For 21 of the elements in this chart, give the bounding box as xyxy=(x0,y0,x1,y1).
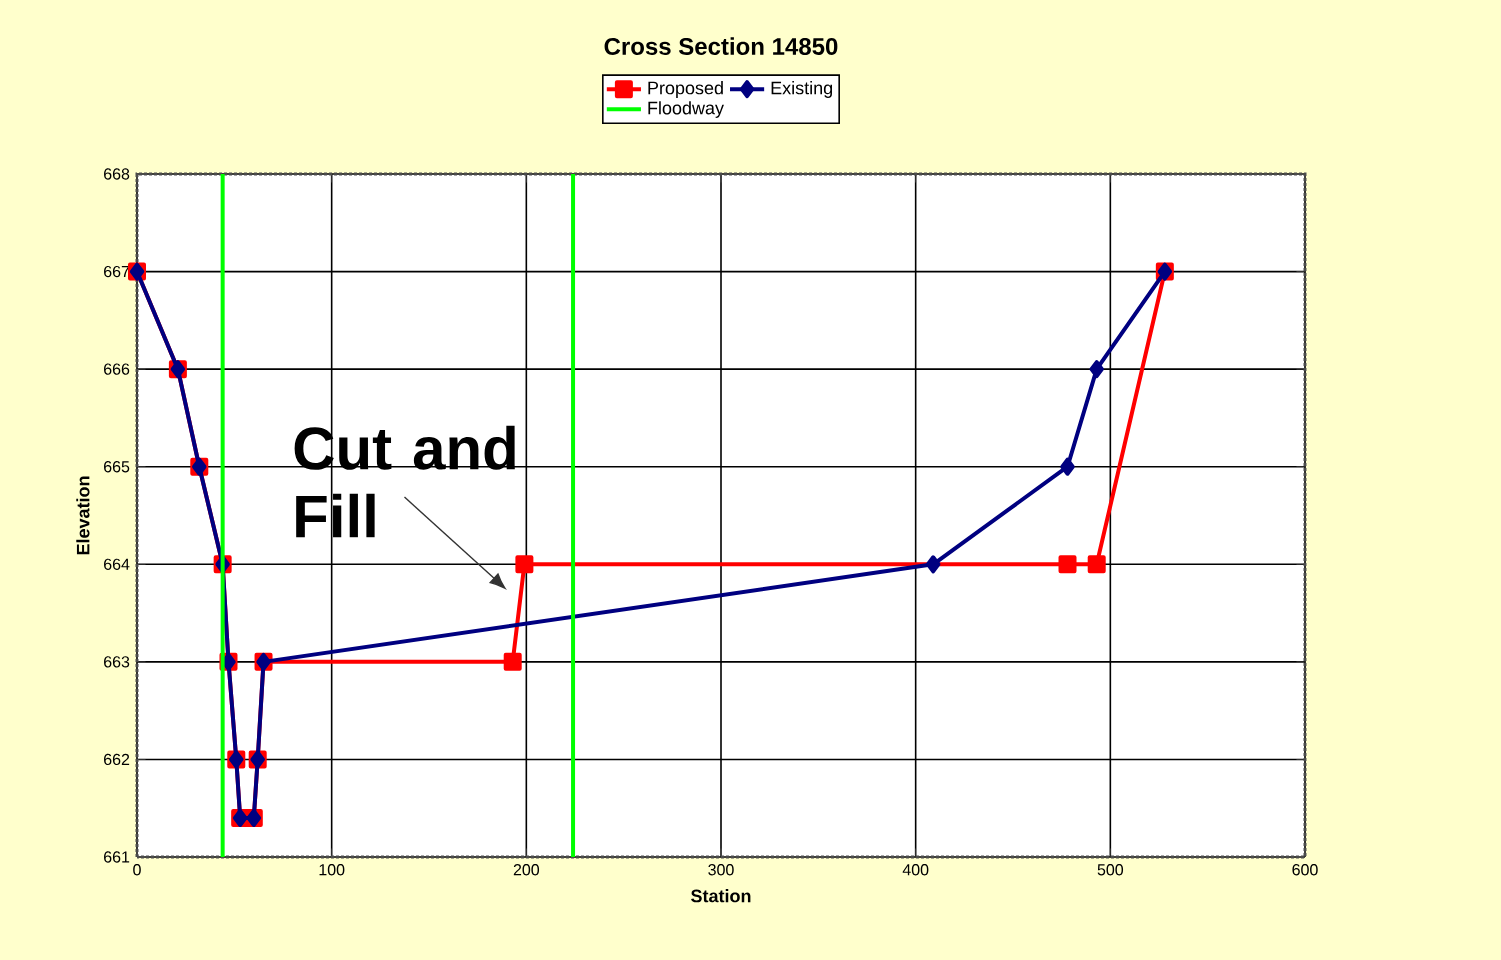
legend-label: Proposed xyxy=(648,81,723,98)
y-tick-label: 665 xyxy=(104,461,130,473)
x-tick-label: 300 xyxy=(708,864,734,876)
x-axis-title: Station xyxy=(691,889,751,903)
x-tick-label: 400 xyxy=(902,864,929,876)
y-tick-label: 666 xyxy=(104,363,130,375)
x-tick-label: 500 xyxy=(1097,864,1124,876)
y-tick-label: 668 xyxy=(104,168,130,180)
legend-label: Existing xyxy=(771,81,833,98)
legend-label: Floodway xyxy=(648,101,724,118)
y-tick-label: 661 xyxy=(104,851,130,863)
y-axis-title: Elevation xyxy=(76,476,90,555)
x-tick-label: 0 xyxy=(133,864,141,876)
chart-title: Cross Section 14850 xyxy=(604,37,838,55)
y-tick-label: 663 xyxy=(104,656,130,668)
x-tick-label: 600 xyxy=(1292,864,1318,876)
x-tick-label: 200 xyxy=(513,864,540,876)
x-tick-label: 100 xyxy=(319,864,345,876)
y-tick-label: 664 xyxy=(104,558,130,570)
y-tick-label: 667 xyxy=(104,265,130,278)
y-tick-label: 662 xyxy=(104,753,130,766)
